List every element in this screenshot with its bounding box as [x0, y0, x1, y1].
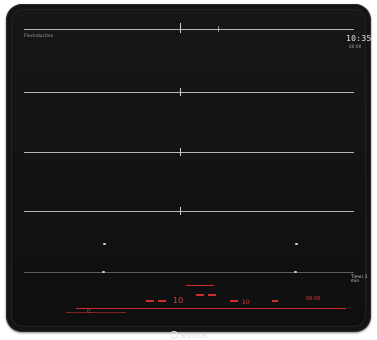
zone-divider-top — [24, 29, 354, 30]
slider-segment-6[interactable] — [272, 300, 278, 302]
zone-divider-2 — [24, 152, 354, 153]
zone-indicator-left-2 — [102, 271, 105, 273]
power-level-display: 10 — [173, 296, 184, 305]
slider-segment-3[interactable] — [196, 294, 204, 296]
cooktop-surface: FlexInduction 10:35 00:00 Timer 2 min 10… — [6, 4, 372, 340]
zone-divider-3 — [24, 211, 354, 212]
zone-divider-1 — [24, 92, 354, 93]
center-marker-2 — [180, 148, 181, 156]
slider-segment-5[interactable] — [230, 300, 238, 302]
status-display: 0 — [87, 309, 91, 315]
clock-subtext: 00:00 — [349, 44, 362, 49]
center-marker-3 — [180, 207, 181, 215]
control-strip-top — [186, 285, 214, 286]
brand-label: BOSCH — [181, 333, 208, 340]
center-marker-1 — [180, 88, 181, 96]
center-marker-right — [218, 26, 219, 32]
zone-indicator-left-1 — [103, 243, 106, 245]
control-strip-main — [76, 308, 346, 309]
glass-panel — [11, 9, 366, 327]
slider-segment-2[interactable] — [158, 300, 166, 302]
clock-display: 10:35 — [346, 34, 372, 43]
zone-indicator-right-1 — [295, 243, 298, 245]
zone-divider-bottom — [24, 272, 354, 273]
slider-segment-1[interactable] — [146, 300, 154, 302]
timer-display: 00:00 — [306, 296, 321, 302]
slider-segment-4[interactable] — [208, 294, 216, 296]
secondary-level-display: 10 — [242, 299, 250, 306]
zone-indicator-right-2 — [294, 271, 297, 273]
top-left-label: FlexInduction — [24, 33, 54, 38]
center-marker-top — [180, 23, 181, 33]
control-strip-left — [66, 312, 126, 313]
right-label: Timer 2 min — [351, 274, 368, 283]
